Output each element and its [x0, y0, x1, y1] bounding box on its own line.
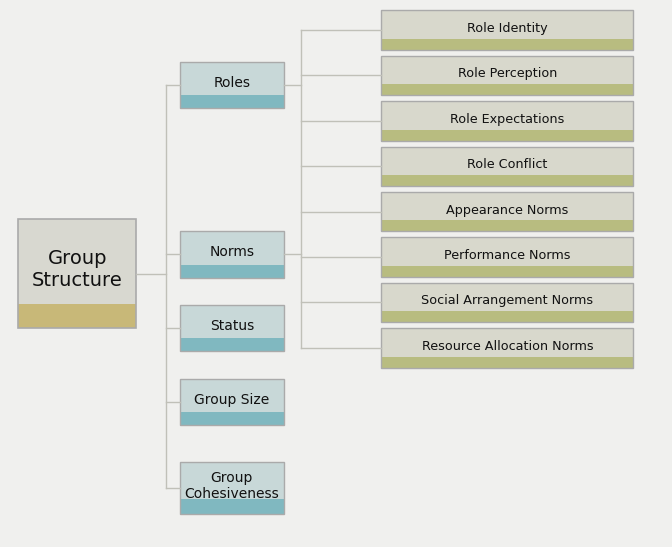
Text: Social Arrangement Norms: Social Arrangement Norms: [421, 294, 593, 307]
Text: Role Perception: Role Perception: [458, 67, 557, 80]
FancyBboxPatch shape: [179, 305, 284, 339]
FancyBboxPatch shape: [179, 499, 284, 514]
FancyBboxPatch shape: [382, 192, 633, 220]
FancyBboxPatch shape: [179, 379, 284, 412]
Text: Group
Structure: Group Structure: [32, 249, 123, 290]
Text: Group Size: Group Size: [194, 393, 269, 407]
FancyBboxPatch shape: [19, 219, 136, 304]
Text: Norms: Norms: [210, 246, 254, 259]
Text: Role Identity: Role Identity: [467, 22, 548, 35]
FancyBboxPatch shape: [382, 266, 633, 277]
Text: Performance Norms: Performance Norms: [444, 249, 571, 262]
Text: Status: Status: [210, 319, 254, 333]
FancyBboxPatch shape: [179, 61, 284, 95]
FancyBboxPatch shape: [382, 84, 633, 95]
FancyBboxPatch shape: [382, 220, 633, 231]
FancyBboxPatch shape: [382, 357, 633, 368]
Text: Role Expectations: Role Expectations: [450, 113, 564, 126]
FancyBboxPatch shape: [382, 56, 633, 84]
Text: Roles: Roles: [213, 76, 251, 90]
FancyBboxPatch shape: [179, 412, 284, 426]
FancyBboxPatch shape: [179, 95, 284, 108]
FancyBboxPatch shape: [382, 147, 633, 175]
FancyBboxPatch shape: [382, 328, 633, 357]
Text: Appearance Norms: Appearance Norms: [446, 203, 569, 217]
FancyBboxPatch shape: [19, 304, 136, 328]
FancyBboxPatch shape: [382, 130, 633, 141]
Text: Role Conflict: Role Conflict: [467, 158, 548, 171]
FancyBboxPatch shape: [179, 265, 284, 277]
FancyBboxPatch shape: [382, 10, 633, 39]
FancyBboxPatch shape: [382, 283, 633, 311]
Text: Resource Allocation Norms: Resource Allocation Norms: [421, 340, 593, 353]
FancyBboxPatch shape: [382, 39, 633, 50]
FancyBboxPatch shape: [382, 237, 633, 266]
FancyBboxPatch shape: [382, 101, 633, 130]
Text: Group
Cohesiveness: Group Cohesiveness: [185, 470, 279, 501]
FancyBboxPatch shape: [179, 231, 284, 265]
FancyBboxPatch shape: [382, 311, 633, 322]
FancyBboxPatch shape: [382, 175, 633, 186]
FancyBboxPatch shape: [179, 462, 284, 499]
FancyBboxPatch shape: [179, 339, 284, 351]
